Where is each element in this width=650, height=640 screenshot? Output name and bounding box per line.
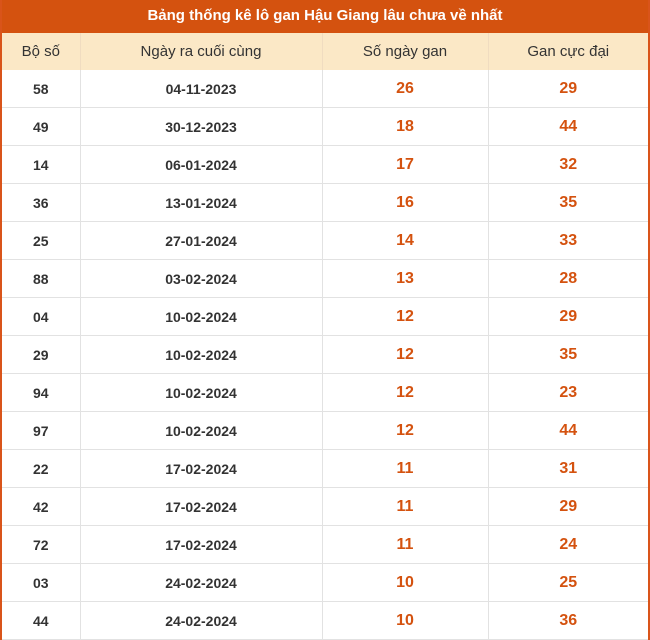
cell-gan-cuc-dai: 25 <box>488 563 648 602</box>
table-row: 03 24-02-2024 10 25 <box>2 563 648 602</box>
cell-gan-cuc-dai: 44 <box>488 411 648 450</box>
cell-so-ngay-gan: 10 <box>322 601 489 640</box>
cell-bo-so: 44 <box>2 601 81 640</box>
header-so-ngay-gan: Số ngày gan <box>322 33 489 70</box>
cell-so-ngay-gan: 13 <box>322 259 489 298</box>
cell-ngay-ra: 24-02-2024 <box>80 601 323 640</box>
cell-so-ngay-gan: 11 <box>322 525 489 564</box>
lo-gan-table: Bộ số Ngày ra cuối cùng Số ngày gan Gan … <box>2 33 648 640</box>
cell-so-ngay-gan: 17 <box>322 145 489 184</box>
cell-gan-cuc-dai: 24 <box>488 525 648 564</box>
cell-bo-so: 97 <box>2 411 81 450</box>
cell-ngay-ra: 27-01-2024 <box>80 221 323 260</box>
cell-ngay-ra: 30-12-2023 <box>80 107 323 146</box>
cell-bo-so: 04 <box>2 297 81 336</box>
table-row: 42 17-02-2024 11 29 <box>2 487 648 526</box>
cell-gan-cuc-dai: 44 <box>488 107 648 146</box>
cell-so-ngay-gan: 12 <box>322 335 489 374</box>
header-gan-cuc-dai: Gan cực đại <box>488 33 648 70</box>
table-row: 14 06-01-2024 17 32 <box>2 145 648 184</box>
cell-bo-so: 14 <box>2 145 81 184</box>
table-row: 36 13-01-2024 16 35 <box>2 183 648 222</box>
cell-so-ngay-gan: 12 <box>322 373 489 412</box>
cell-so-ngay-gan: 26 <box>322 70 489 108</box>
cell-so-ngay-gan: 14 <box>322 221 489 260</box>
cell-bo-so: 58 <box>2 70 81 108</box>
table-row: 25 27-01-2024 14 33 <box>2 221 648 260</box>
cell-gan-cuc-dai: 36 <box>488 601 648 640</box>
header-bo-so: Bộ số <box>2 33 81 70</box>
cell-gan-cuc-dai: 35 <box>488 335 648 374</box>
cell-so-ngay-gan: 11 <box>322 487 489 526</box>
cell-gan-cuc-dai: 29 <box>488 297 648 336</box>
cell-bo-so: 94 <box>2 373 81 412</box>
cell-gan-cuc-dai: 35 <box>488 183 648 222</box>
cell-so-ngay-gan: 10 <box>322 563 489 602</box>
cell-ngay-ra: 03-02-2024 <box>80 259 323 298</box>
cell-gan-cuc-dai: 32 <box>488 145 648 184</box>
cell-ngay-ra: 17-02-2024 <box>80 525 323 564</box>
cell-so-ngay-gan: 12 <box>322 411 489 450</box>
cell-ngay-ra: 10-02-2024 <box>80 373 323 412</box>
cell-ngay-ra: 10-02-2024 <box>80 297 323 336</box>
cell-bo-so: 49 <box>2 107 81 146</box>
table-row: 58 04-11-2023 26 29 <box>2 70 648 108</box>
cell-bo-so: 42 <box>2 487 81 526</box>
cell-bo-so: 25 <box>2 221 81 260</box>
cell-bo-so: 29 <box>2 335 81 374</box>
cell-ngay-ra: 24-02-2024 <box>80 563 323 602</box>
cell-so-ngay-gan: 12 <box>322 297 489 336</box>
cell-bo-so: 72 <box>2 525 81 564</box>
table-row: 72 17-02-2024 11 24 <box>2 525 648 564</box>
cell-ngay-ra: 04-11-2023 <box>80 70 323 108</box>
table-row: 44 24-02-2024 10 36 <box>2 601 648 640</box>
header-ngay-ra: Ngày ra cuối cùng <box>80 33 323 70</box>
cell-gan-cuc-dai: 28 <box>488 259 648 298</box>
table-row: 29 10-02-2024 12 35 <box>2 335 648 374</box>
cell-so-ngay-gan: 11 <box>322 449 489 488</box>
cell-gan-cuc-dai: 31 <box>488 449 648 488</box>
header-row: Bộ số Ngày ra cuối cùng Số ngày gan Gan … <box>2 33 648 70</box>
cell-bo-so: 03 <box>2 563 81 602</box>
table-row: 22 17-02-2024 11 31 <box>2 449 648 488</box>
cell-ngay-ra: 17-02-2024 <box>80 487 323 526</box>
cell-so-ngay-gan: 18 <box>322 107 489 146</box>
cell-ngay-ra: 13-01-2024 <box>80 183 323 222</box>
cell-gan-cuc-dai: 33 <box>488 221 648 260</box>
cell-ngay-ra: 10-02-2024 <box>80 335 323 374</box>
cell-ngay-ra: 10-02-2024 <box>80 411 323 450</box>
table-row: 88 03-02-2024 13 28 <box>2 259 648 298</box>
table-row: 94 10-02-2024 12 23 <box>2 373 648 412</box>
table-title: Bảng thống kê lô gan Hậu Giang lâu chưa … <box>2 0 648 33</box>
cell-bo-so: 88 <box>2 259 81 298</box>
cell-gan-cuc-dai: 29 <box>488 487 648 526</box>
table-row: 97 10-02-2024 12 44 <box>2 411 648 450</box>
cell-bo-so: 22 <box>2 449 81 488</box>
table-row: 04 10-02-2024 12 29 <box>2 297 648 336</box>
cell-so-ngay-gan: 16 <box>322 183 489 222</box>
cell-gan-cuc-dai: 23 <box>488 373 648 412</box>
cell-ngay-ra: 17-02-2024 <box>80 449 323 488</box>
table-row: 49 30-12-2023 18 44 <box>2 107 648 146</box>
cell-ngay-ra: 06-01-2024 <box>80 145 323 184</box>
cell-bo-so: 36 <box>2 183 81 222</box>
cell-gan-cuc-dai: 29 <box>488 70 648 108</box>
